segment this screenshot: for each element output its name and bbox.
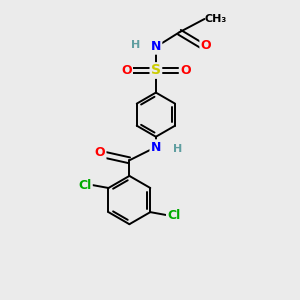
Text: N: N [151,40,161,53]
Text: N: N [151,141,161,154]
Text: O: O [180,64,190,77]
Text: H: H [173,143,183,154]
Text: S: S [151,64,161,77]
Text: Cl: Cl [78,178,92,191]
Text: CH₃: CH₃ [205,14,227,24]
Text: H: H [131,40,140,50]
Text: Cl: Cl [167,208,181,222]
Text: O: O [201,39,211,52]
Text: O: O [94,146,105,159]
Text: O: O [121,64,132,77]
